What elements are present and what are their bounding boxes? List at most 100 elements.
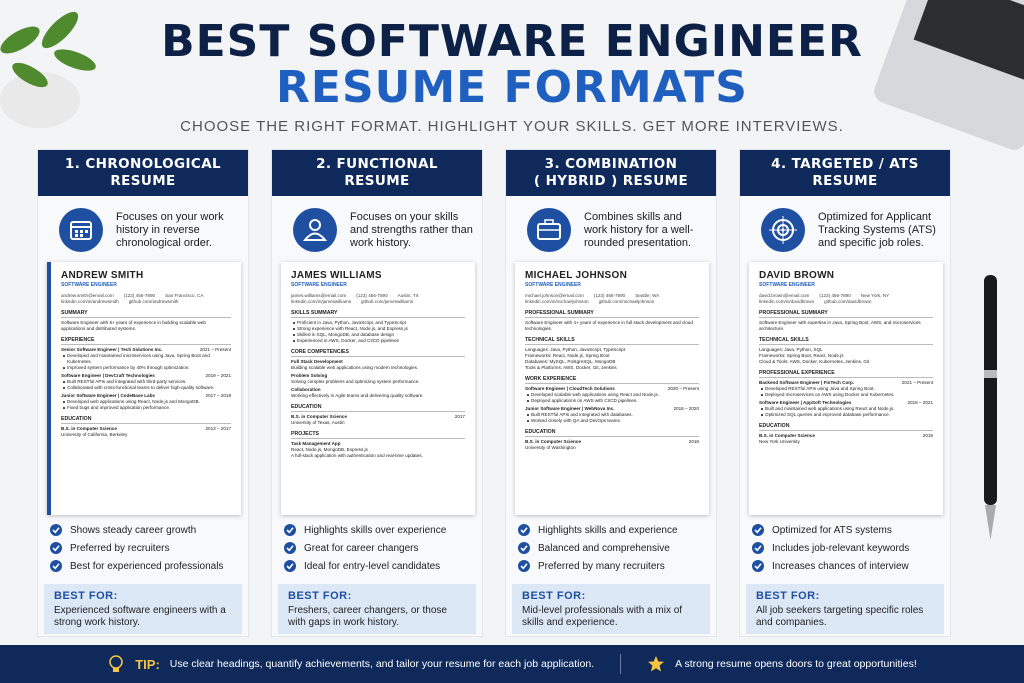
check-mark	[520, 527, 528, 534]
check-icon	[518, 560, 530, 572]
heading-line: RESUME	[812, 173, 878, 189]
best-for-label: BEST FOR:	[288, 590, 352, 602]
entry-title: Full Stack Development	[291, 359, 465, 365]
contact: james.williams@email.com	[291, 293, 347, 298]
bullet: Worked closely with QA and DevOps teams.	[525, 418, 699, 424]
entry-date: 2013 – 2017	[205, 426, 231, 431]
benefit-text: Balanced and comprehensive	[538, 542, 670, 554]
section-heading: PROFESSIONAL SUMMARY	[759, 310, 933, 318]
entry-date: 2017 – 2019	[205, 393, 231, 398]
benefit: Preferred by recruiters	[50, 540, 242, 556]
check-icon	[50, 542, 62, 554]
contact: michael.johnson@email.com	[525, 293, 584, 298]
line: Software Engineer with 5+ years of exper…	[61, 320, 206, 331]
contact: github.com/jameswilliams	[361, 299, 414, 304]
entry-date: 2017	[454, 414, 465, 419]
best-for-label: BEST FOR:	[756, 590, 820, 602]
check-mark	[286, 545, 294, 552]
heading-line: 4. TARGETED / ATS	[771, 156, 919, 172]
bullet: Developed web applications using React, …	[61, 399, 231, 405]
check-mark	[754, 527, 762, 534]
contact: andrew.smith@email.com	[61, 293, 114, 298]
contact: (123) 456-7890	[123, 293, 156, 298]
bullet: Developed and maintained microservices u…	[61, 353, 231, 365]
section-heading: WORK EXPERIENCE	[525, 376, 699, 384]
resume-role: SOFTWARE ENGINEER	[291, 282, 347, 288]
entry-name: B.S. in Computer Science	[525, 439, 581, 444]
contact: (123) 456-7890	[819, 293, 851, 298]
bullet: Built RESTful APIs and integrated with d…	[525, 412, 699, 418]
benefit: Ideal for entry-level candidates	[284, 558, 476, 574]
description: Optimized for Applicant Tracking Systems…	[818, 210, 936, 249]
benefit: Increases chances of interview	[752, 558, 944, 574]
best-for: BEST FOR: All job seekers targeting speci…	[746, 584, 944, 634]
entry-subtitle: Working effectively in Agile teams and d…	[291, 393, 424, 398]
entry-name: Problem Solving	[291, 373, 328, 378]
heading-line: 1. CHRONOLOGICAL	[64, 156, 222, 172]
plant-decoration	[0, 11, 96, 128]
tip-label: TIP:	[135, 656, 160, 672]
benefit-text: Ideal for entry-level candidates	[304, 560, 441, 572]
entry-date: 2021 – Present	[901, 380, 933, 385]
best-for: BEST FOR: Freshers, career changers, or t…	[278, 584, 476, 634]
check-mark	[754, 545, 762, 552]
benefit: Optimized for ATS systems	[752, 522, 944, 538]
icon-graphic	[527, 208, 571, 252]
resume-name: MICHAEL JOHNSON	[525, 270, 628, 281]
title-line: BEST SOFTWARE ENGINEER	[161, 16, 863, 67]
contact: github.com/andrewsmith	[128, 299, 179, 304]
entry-title: Junior Software Engineer | WebNova Inc. 2…	[525, 406, 699, 412]
contact: New York, NY	[860, 293, 890, 298]
check-icon	[752, 524, 764, 536]
resume-role: SOFTWARE ENGINEER	[759, 282, 815, 288]
best-for: BEST FOR: Mid-level professionals with a …	[512, 584, 710, 634]
resume-contacts: david.brown@email.com (123) 456-7890 New Y…	[759, 293, 933, 305]
entry-title: B.S. in Computer Science 2013 – 2017	[61, 426, 231, 432]
resume-sample: MICHAEL JOHNSON SOFTWARE ENGINEER michael.…	[515, 262, 709, 515]
benefit-text: Includes job-relevant keywords	[772, 542, 910, 554]
line: Software Engineer with expertise in Java…	[759, 320, 921, 331]
benefit-text: Increases chances of interview	[772, 560, 909, 572]
icon-graphic	[293, 208, 337, 252]
resume-role: SOFTWARE ENGINEER	[525, 282, 581, 288]
section-heading: PROFESSIONAL EXPERIENCE	[759, 370, 933, 378]
benefit: Shows steady career growth	[50, 522, 242, 538]
benefit-text: Shows steady career growth	[70, 524, 197, 536]
bullet: Proficient in Java, Python, JavaScript, …	[291, 320, 465, 326]
entry-name: Senior Software Engineer | Tech Solution…	[61, 347, 163, 352]
resume-name: JAMES WILLIAMS	[291, 270, 382, 281]
subtitle: CHOOSE THE RIGHT FORMAT. HIGHLIGHT YOUR …	[180, 118, 844, 135]
section-heading: TECHNICAL SKILLS	[759, 337, 933, 345]
bullet: Fixed bugs and improved application perf…	[61, 405, 231, 411]
benefit: Highlights skills over experience	[284, 522, 476, 538]
entry-title: Backend Software Engineer | FinTech Corp…	[759, 380, 933, 386]
check-icon	[284, 542, 296, 554]
line: Frameworks: React, Node.js, Spring Boot	[525, 353, 610, 358]
check-icon	[50, 524, 62, 536]
best-for-text: Experienced software engineers with a st…	[54, 604, 226, 629]
bullet: Improved system performance by 40% throu…	[61, 365, 231, 371]
resume-role: SOFTWARE ENGINEER	[61, 282, 117, 288]
bullet: Optimized SQL queries and improved datab…	[759, 412, 933, 418]
bullet: Developed scalable web applications usin…	[525, 392, 699, 398]
benefit-text: Great for career changers	[304, 542, 419, 554]
entry-name: Software Engineer | CloudTech Solutions	[525, 386, 615, 391]
card-heading: 2. FUNCTIONAL RESUME	[272, 150, 482, 196]
contact: (123) 456-7890	[356, 293, 388, 298]
icon	[292, 207, 338, 253]
contact: linkedin.com/in/jameswilliams	[291, 299, 351, 304]
entry-subtitle: Building scalable web applications using…	[291, 365, 419, 370]
line: Software Engineer with 4+ years of exper…	[525, 320, 693, 331]
entry-subtitle: React, Node.js, MongoDB, Express.js	[291, 447, 368, 452]
entry-title: Senior Software Engineer | Tech Solution…	[61, 347, 231, 353]
entry-title: Software Engineer | DevCraft Technologie…	[61, 373, 231, 379]
line: Frameworks: Spring Boot, React, Node.js	[759, 353, 844, 358]
entry-subtitle: University of California, Berkeley	[61, 432, 128, 437]
line: Databases: MySQL, PostgreSQL, MongoDB	[525, 359, 616, 364]
entry-name: Junior Software Engineer | CodeBase Labs	[61, 393, 155, 398]
star-icon	[648, 656, 665, 672]
bullet: Skilled in SQL, MongoDB, and database de…	[291, 332, 465, 338]
resume-sample: DAVID BROWN SOFTWARE ENGINEER david.brown@…	[749, 262, 943, 515]
entry-date: 2019 – 2021	[205, 373, 231, 378]
description: Focuses on your skills and strengths rat…	[350, 210, 473, 249]
